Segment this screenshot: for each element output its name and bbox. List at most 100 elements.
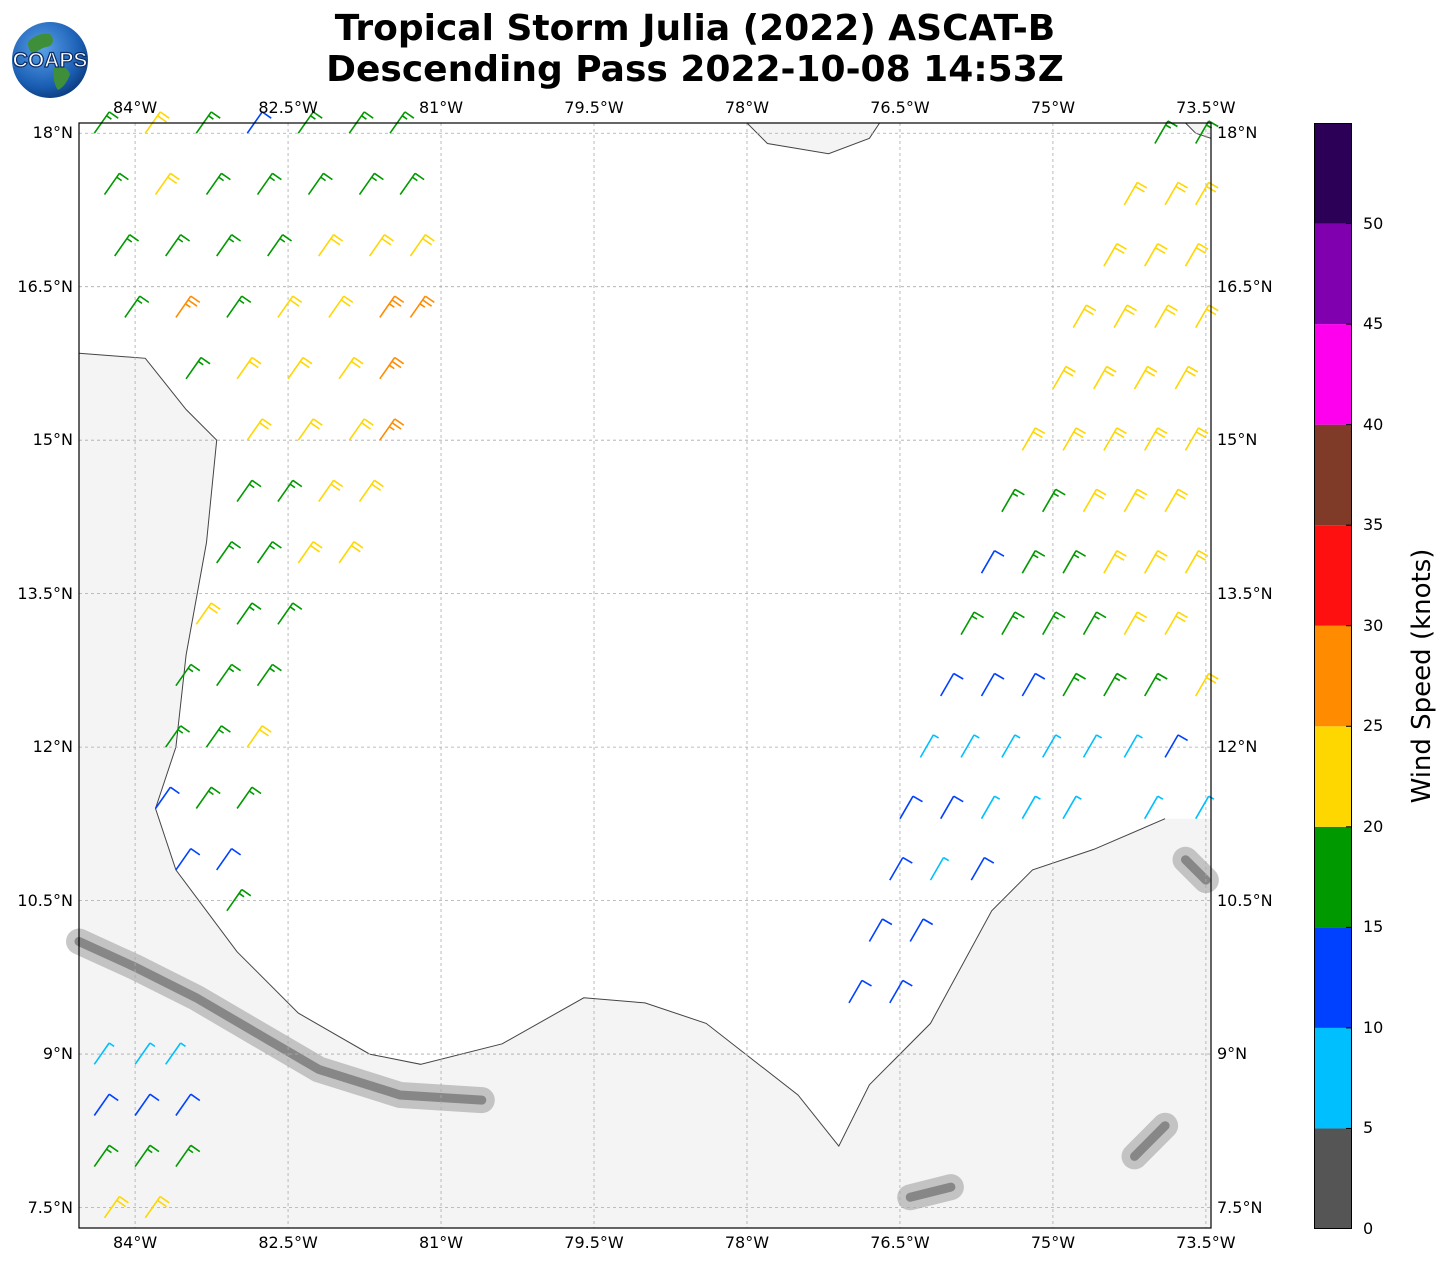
- map-frame: [78, 122, 1212, 1229]
- barb-half-flag: [1034, 795, 1041, 800]
- barb-flag: [1063, 369, 1074, 377]
- barb-flag: [333, 479, 344, 488]
- barb-flag: [159, 111, 170, 119]
- barb-flag: [1177, 611, 1189, 619]
- wind-barb: [1123, 734, 1143, 758]
- wind-barb: [93, 1093, 119, 1116]
- barb-flag: [1073, 431, 1084, 439]
- barb-flag: [261, 725, 272, 733]
- wind-barb: [1001, 734, 1021, 758]
- barb-half-flag: [187, 667, 194, 673]
- barb-flag: [1198, 427, 1209, 435]
- wind-barb: [980, 795, 1001, 820]
- barb-flag: [1126, 304, 1138, 312]
- wind-barb: [980, 672, 1005, 697]
- wind-barb: [1042, 611, 1066, 636]
- barb-flag: [241, 295, 252, 304]
- barb-half-flag: [180, 1042, 186, 1048]
- wind-barb: [940, 672, 964, 697]
- barb-flag: [1096, 611, 1107, 619]
- barb-flag: [381, 237, 392, 246]
- barb-flag: [180, 234, 191, 242]
- barb-half-flag: [289, 606, 296, 611]
- barb-flag: [350, 360, 361, 369]
- wind-barb: [1062, 795, 1082, 820]
- barb-flag: [1134, 615, 1145, 623]
- barb-half-flag: [228, 667, 235, 673]
- barb-shaft: [960, 734, 975, 758]
- wind-barb: [175, 1093, 201, 1116]
- barb-half-flag: [1053, 615, 1059, 620]
- barb-flag: [108, 1144, 119, 1153]
- barb-flag: [251, 479, 262, 488]
- wind-barb: [216, 663, 242, 687]
- lat-right-label: 13.5°N: [1217, 583, 1273, 603]
- barb-flag: [1034, 427, 1046, 435]
- barb-shaft: [1062, 550, 1077, 574]
- lon-bottom-label: 84°W: [112, 1233, 158, 1252]
- barb-flag: [292, 602, 303, 610]
- barb-half-flag: [208, 790, 214, 796]
- barb-flag: [190, 847, 201, 856]
- colorbar-tick-label: 15: [1363, 917, 1384, 937]
- wind-barb: [165, 234, 191, 257]
- barb-flag: [108, 1093, 119, 1102]
- barb-flag: [1134, 492, 1145, 500]
- barb-half-flag: [1055, 734, 1062, 739]
- wind-barb: [368, 234, 394, 257]
- barb-flag: [394, 418, 405, 426]
- wind-barb: [1103, 427, 1127, 451]
- barb-half-flag: [320, 176, 327, 182]
- barb-shaft: [1103, 673, 1118, 697]
- barb-half-flag: [269, 176, 276, 182]
- barb-flag: [973, 611, 985, 619]
- barb-flag: [282, 234, 293, 242]
- barb-shaft: [960, 611, 975, 636]
- wind-barb: [246, 418, 272, 441]
- lat-left-label: 10.5°N: [17, 890, 73, 910]
- barb-flag: [373, 479, 384, 488]
- barb-flag: [1034, 672, 1046, 680]
- barb-shaft: [154, 786, 172, 809]
- wind-barb: [348, 418, 374, 441]
- lon-bottom-label: 73.5°W: [1176, 1233, 1236, 1252]
- colorbar-tick-label: 35: [1363, 515, 1384, 535]
- wind-barb: [256, 541, 282, 564]
- barb-flag: [220, 725, 231, 733]
- barb-flag: [167, 176, 178, 185]
- barb-flag: [1175, 615, 1186, 623]
- lon-bottom-label: 81°W: [418, 1233, 464, 1252]
- barb-shaft: [134, 1093, 151, 1116]
- barb-half-flag: [238, 892, 245, 898]
- barb-flag: [169, 172, 180, 181]
- barb-flag: [1198, 550, 1209, 557]
- lon-top-label: 81°W: [418, 98, 464, 117]
- lat-right-label: 12°N: [1217, 737, 1258, 757]
- barb-flag: [424, 295, 435, 304]
- barb-shaft: [1093, 366, 1108, 390]
- wind-barb: [205, 725, 231, 748]
- barb-flag: [1134, 185, 1145, 193]
- barb-flag: [1147, 365, 1158, 373]
- barb-flag: [1136, 181, 1148, 189]
- barb-shaft: [1052, 366, 1067, 390]
- wind-barb: [195, 786, 221, 809]
- barb-half-flag: [106, 115, 112, 120]
- barb-half-flag: [994, 795, 1001, 800]
- barb-flag: [312, 111, 323, 119]
- coastline-segment: [78, 352, 1166, 1148]
- barb-half-flag: [1073, 676, 1080, 682]
- barb-flag: [361, 422, 371, 430]
- wind-barb: [960, 611, 985, 636]
- wind-barb: [165, 1042, 186, 1065]
- colorbar-tick-label: 40: [1363, 414, 1384, 434]
- barb-flag: [190, 663, 201, 672]
- wind-barb: [154, 172, 180, 196]
- barb-flag: [241, 888, 252, 897]
- barb-flag: [251, 602, 262, 610]
- barb-flag: [953, 672, 964, 680]
- barb-flag: [1195, 247, 1207, 254]
- barb-flag: [139, 295, 150, 304]
- barb-half-flag: [943, 856, 950, 862]
- barb-flag: [330, 483, 341, 492]
